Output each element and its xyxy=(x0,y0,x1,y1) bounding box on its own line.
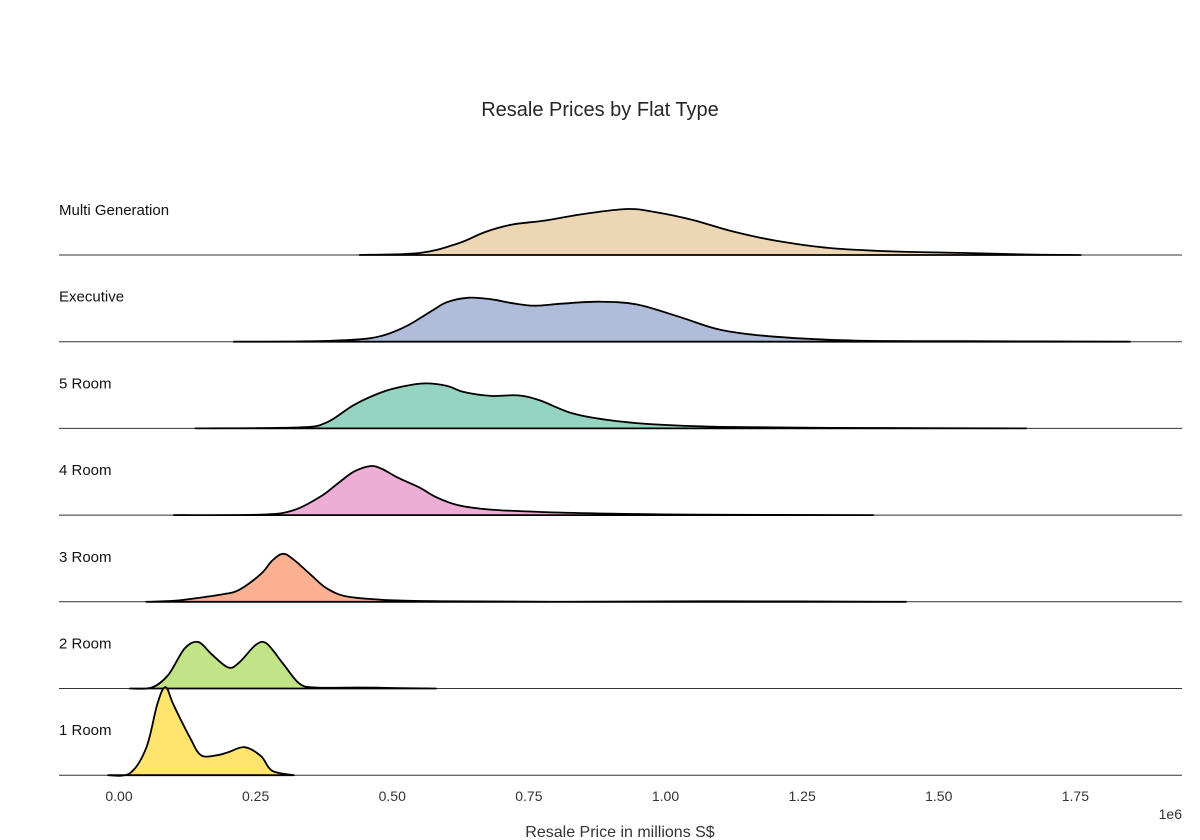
ridge-density-executive xyxy=(232,296,1131,343)
ridge-density-5-room xyxy=(194,382,1028,430)
ridge-5-room: 5 Room xyxy=(59,375,1182,430)
x-axis-title: Resale Price in millions S$ xyxy=(525,824,715,840)
ridge-density-1-room xyxy=(107,686,295,777)
x-tick-label: 0.50 xyxy=(379,788,406,804)
x-tick-label: 1.75 xyxy=(1062,788,1089,804)
ridge-4-room: 4 Room xyxy=(59,462,1182,517)
ridge-label-3-room: 3 Room xyxy=(59,549,112,566)
chart-title: Resale Prices by Flat Type xyxy=(481,99,719,121)
ridge-2-room: 2 Room xyxy=(59,636,1182,690)
x-tick-label: 0.25 xyxy=(242,788,269,804)
ridge-label-5-room: 5 Room xyxy=(59,375,112,392)
ridge-label-executive: Executive xyxy=(59,289,124,306)
ridge-label-1-room: 1 Room xyxy=(59,722,112,739)
ridge-density-multi-generation xyxy=(358,208,1082,256)
x-tick-label: 1.50 xyxy=(925,788,952,804)
x-tick-label: 1.00 xyxy=(652,788,679,804)
ridge-label-2-room: 2 Room xyxy=(59,636,112,653)
x-axis: 0.00 0.25 0.50 0.75 1.00 1.25 1.50 1.75 xyxy=(105,788,1089,804)
x-tick-label: 1.25 xyxy=(789,788,816,804)
ridges: Multi Generation Executive 5 Room 4 Room 3 R… xyxy=(59,202,1182,777)
ridge-density-4-room xyxy=(172,465,875,517)
ridge-1-room: 1 Room xyxy=(59,686,1182,777)
ridge-label-4-room: 4 Room xyxy=(59,462,112,479)
ridge-density-2-room xyxy=(129,640,437,690)
ridge-executive: Executive xyxy=(59,289,1182,343)
ridge-label-multi-generation: Multi Generation xyxy=(59,202,169,219)
x-tick-label: 0.00 xyxy=(105,788,132,804)
ridge-density-3-room xyxy=(145,552,907,603)
ridge-3-room: 3 Room xyxy=(59,549,1182,603)
x-tick-label: 0.75 xyxy=(515,788,542,804)
x-offset-label: 1e6 xyxy=(1159,806,1183,822)
ridge-multi-generation: Multi Generation xyxy=(59,202,1182,256)
